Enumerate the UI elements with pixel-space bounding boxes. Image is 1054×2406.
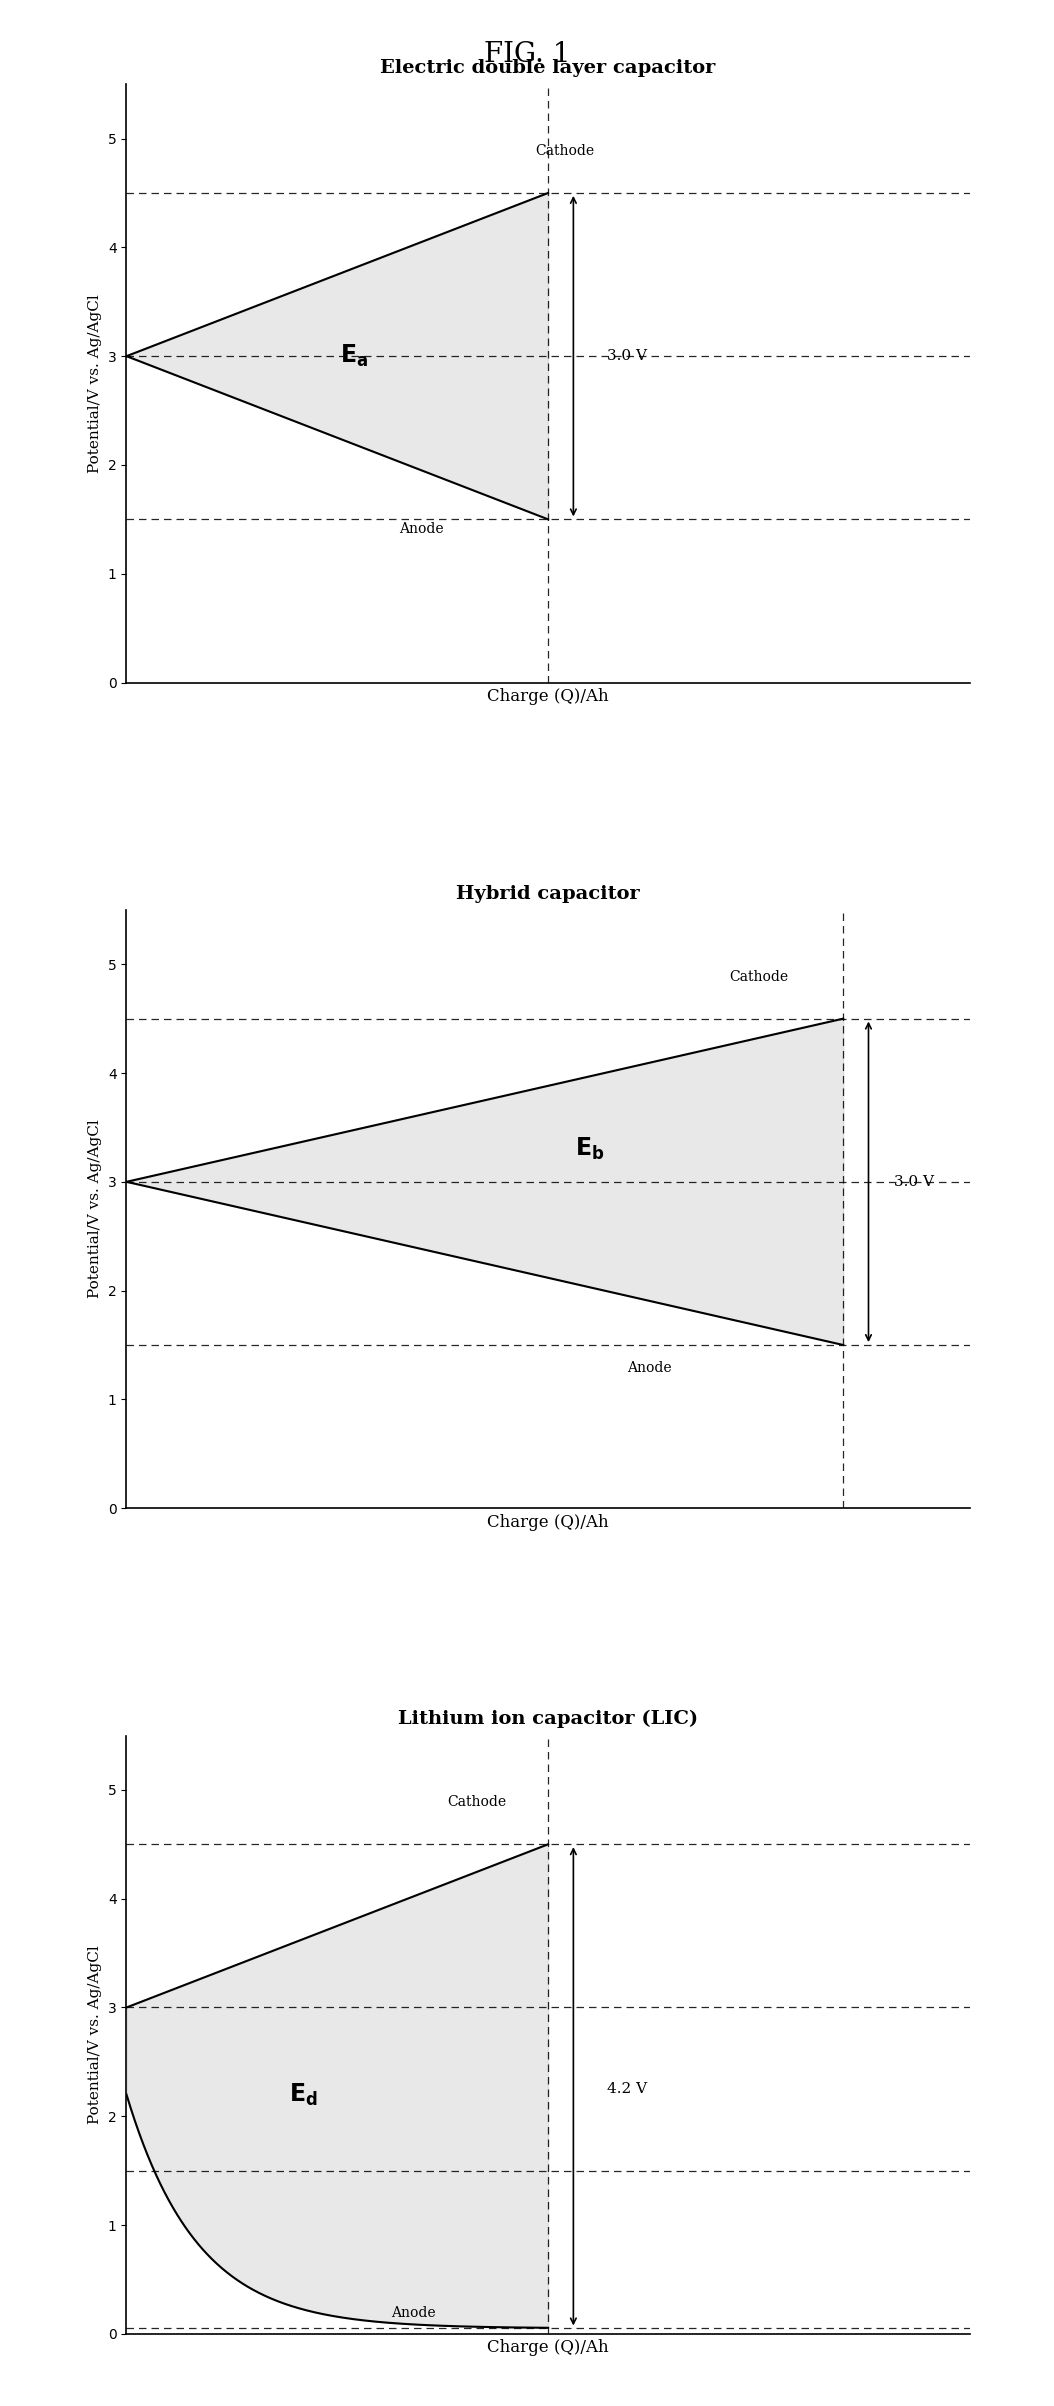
Text: Anode: Anode [399,522,444,537]
Text: 4.2 V: 4.2 V [607,2081,647,2096]
Title: Electric double layer capacitor: Electric double layer capacitor [380,60,716,77]
Text: Cathode: Cathode [447,1795,506,1809]
Text: Cathode: Cathode [729,970,788,984]
Text: FIG. 1: FIG. 1 [484,41,570,67]
Y-axis label: Potential/V vs. Ag/AgCl: Potential/V vs. Ag/AgCl [89,1119,102,1299]
Text: $\mathbf{E_{a}}$: $\mathbf{E_{a}}$ [340,344,368,368]
Y-axis label: Potential/V vs. Ag/AgCl: Potential/V vs. Ag/AgCl [89,1946,102,2124]
Text: $\mathbf{E_d}$: $\mathbf{E_d}$ [289,2081,318,2108]
Text: 3.0 V: 3.0 V [894,1174,934,1189]
Title: Lithium ion capacitor (LIC): Lithium ion capacitor (LIC) [398,1711,698,1728]
X-axis label: Charge (Q)/Ah: Charge (Q)/Ah [487,688,609,705]
Y-axis label: Potential/V vs. Ag/AgCl: Potential/V vs. Ag/AgCl [89,294,102,472]
Text: Anode: Anode [391,2305,435,2319]
Text: Anode: Anode [627,1362,671,1376]
Title: Hybrid capacitor: Hybrid capacitor [456,885,640,902]
X-axis label: Charge (Q)/Ah: Charge (Q)/Ah [487,1513,609,1530]
X-axis label: Charge (Q)/Ah: Charge (Q)/Ah [487,2339,609,2355]
Text: $\mathbf{E_{b}}$: $\mathbf{E_{b}}$ [575,1136,605,1162]
Text: 3.0 V: 3.0 V [607,349,647,363]
Text: Cathode: Cathode [535,144,594,159]
